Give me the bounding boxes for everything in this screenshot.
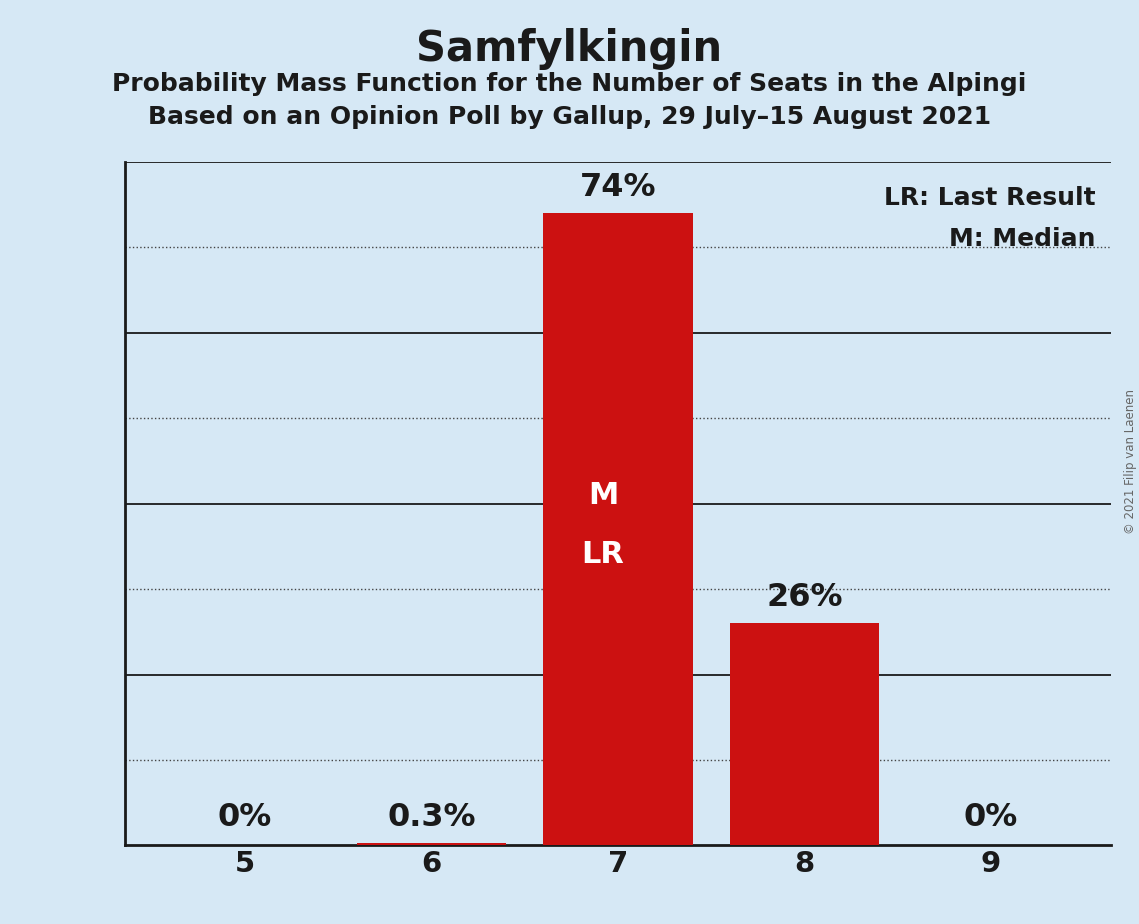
Bar bbox=[730, 624, 879, 845]
Text: LR: LR bbox=[582, 541, 624, 569]
Text: 74%: 74% bbox=[580, 172, 656, 202]
Text: Probability Mass Function for the Number of Seats in the Alpingi: Probability Mass Function for the Number… bbox=[113, 72, 1026, 96]
Text: LR: Last Result: LR: Last Result bbox=[884, 186, 1096, 210]
Text: 0%: 0% bbox=[218, 802, 272, 833]
Text: Based on an Opinion Poll by Gallup, 29 July–15 August 2021: Based on an Opinion Poll by Gallup, 29 J… bbox=[148, 105, 991, 129]
Text: Samfylkingin: Samfylkingin bbox=[417, 28, 722, 69]
Bar bbox=[543, 213, 693, 845]
Text: M: Median: M: Median bbox=[949, 226, 1096, 250]
Text: 0%: 0% bbox=[964, 802, 1018, 833]
Text: © 2021 Filip van Laenen: © 2021 Filip van Laenen bbox=[1124, 390, 1137, 534]
Text: M: M bbox=[588, 480, 618, 509]
Text: 0.3%: 0.3% bbox=[387, 802, 476, 833]
Text: 26%: 26% bbox=[767, 582, 843, 613]
Bar bbox=[357, 843, 506, 845]
